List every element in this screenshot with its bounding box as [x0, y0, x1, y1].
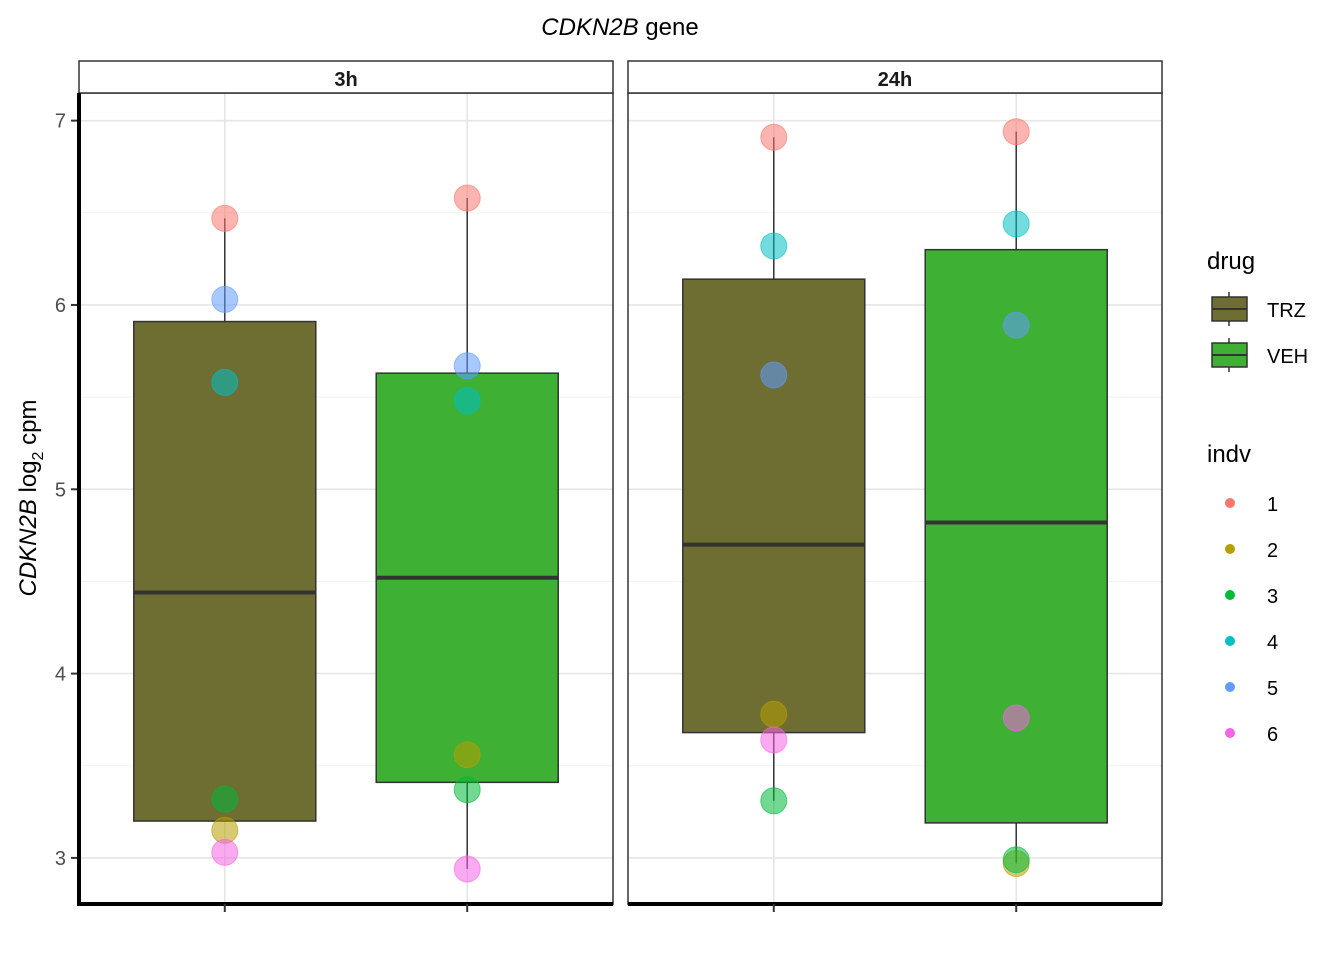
y-tick-label: 6 [55, 295, 66, 317]
data-point [211, 838, 239, 866]
data-point [760, 232, 788, 260]
data-point [760, 361, 788, 389]
legend-indv-swatch [1225, 728, 1235, 738]
data-point [453, 387, 481, 415]
frame-layer: 3 4 5 6 7 3h 24h [55, 60, 1163, 912]
data-point [453, 855, 481, 883]
data-point [1002, 704, 1030, 732]
legend-indv-swatch [1225, 636, 1235, 646]
data-point [211, 285, 239, 313]
y-tick-label: 7 [55, 111, 66, 133]
data-point [453, 184, 481, 212]
data-point [1002, 118, 1030, 146]
data-point [211, 204, 239, 232]
legend-indv-label: 4 [1267, 632, 1278, 654]
legend-indv-label: 3 [1267, 586, 1278, 608]
data-point [211, 785, 239, 813]
legend-indv-title: indv [1207, 441, 1251, 468]
legend-indv-swatch [1225, 498, 1235, 508]
panel-strip [627, 60, 1163, 94]
legend-indv-label: 5 [1267, 678, 1278, 700]
legend-indv-label: 1 [1267, 494, 1278, 516]
legend: drug TRZ VEH indv 1 2 3 4 5 6 [1207, 248, 1308, 746]
legend-drug-title: drug [1207, 248, 1255, 275]
data-point [1002, 311, 1030, 339]
legend-drug-label: VEH [1267, 346, 1308, 368]
data-point [760, 700, 788, 728]
panel-strip [78, 60, 614, 94]
legend-indv-label: 6 [1267, 724, 1278, 746]
y-tick-label: 5 [55, 479, 66, 501]
legend-indv-swatch [1225, 544, 1235, 554]
legend-indv-label: 2 [1267, 540, 1278, 562]
y-axis-label: CDKN2B log2 cpm [15, 400, 47, 597]
data-point [453, 741, 481, 769]
data-point [211, 368, 239, 396]
data-point [1002, 846, 1030, 874]
legend-indv-swatch [1225, 682, 1235, 692]
y-tick-label: 4 [55, 664, 66, 686]
legend-indv-swatch [1225, 590, 1235, 600]
data-point [1002, 210, 1030, 238]
data-point [453, 352, 481, 380]
legend-drug-label: TRZ [1267, 300, 1306, 322]
chart-title: CDKN2B gene [541, 14, 698, 41]
data-point [760, 787, 788, 815]
data-point [760, 726, 788, 754]
box-trz [682, 278, 866, 734]
y-tick-label: 3 [55, 848, 66, 870]
panel-strip-label: 3h [334, 69, 357, 91]
panel-strip-label: 24h [878, 69, 912, 91]
data-point [760, 123, 788, 151]
data-point [453, 776, 481, 804]
box-trz [133, 320, 317, 822]
mark-layer [133, 118, 1108, 883]
